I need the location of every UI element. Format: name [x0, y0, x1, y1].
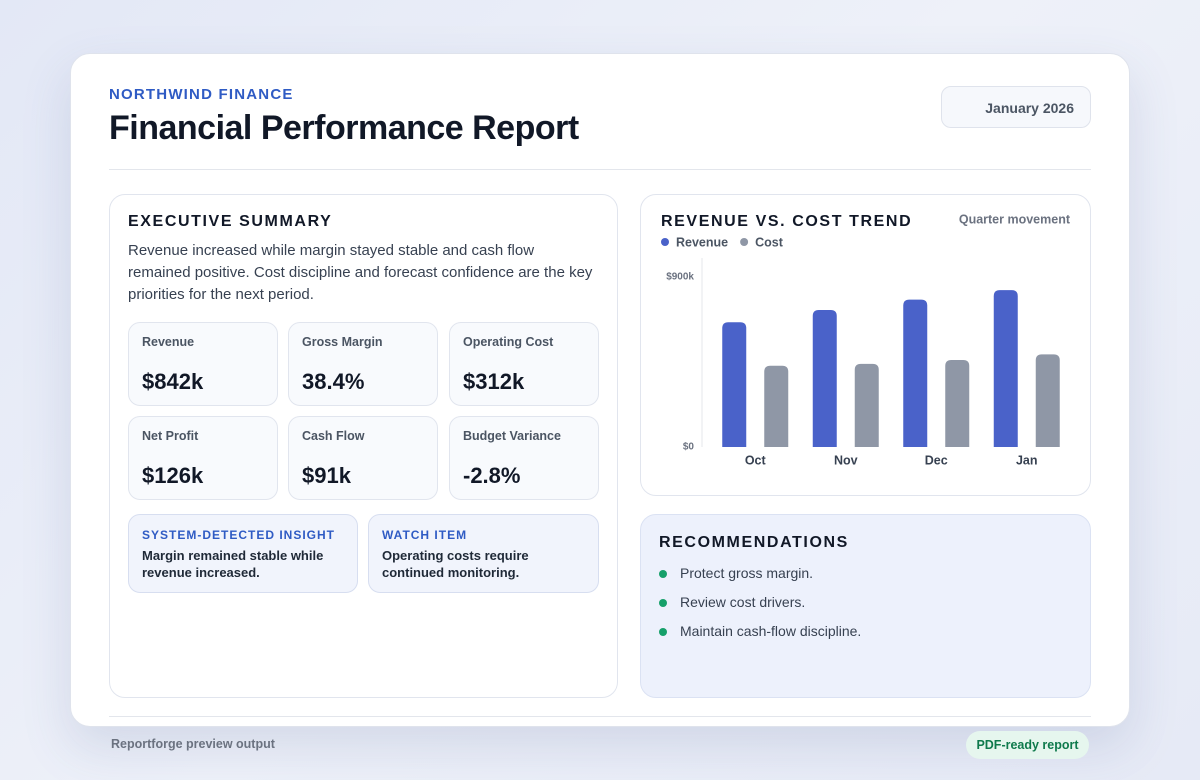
report-title: Financial Performance Report: [109, 109, 579, 147]
divider: [109, 716, 1091, 717]
bar: [903, 299, 928, 447]
legend-label: Cost: [755, 235, 784, 249]
bullet: [659, 628, 667, 636]
kpi-label: Net Profit: [142, 429, 199, 443]
recommendations-panel: [640, 514, 1091, 698]
kpi-card: Operating Cost $312k: [449, 322, 599, 406]
bar: [1035, 354, 1060, 447]
kpi-label: Revenue: [142, 335, 195, 349]
period-pill: January 2026: [941, 86, 1091, 128]
insight-card: WATCH ITEM Operating costs require contin…: [368, 514, 599, 593]
bullet: [659, 570, 667, 578]
bar: [722, 322, 747, 447]
recommendation-item: Maintain cash-flow discipline.: [680, 623, 862, 639]
recommendation-item: Protect gross margin.: [680, 565, 814, 581]
x-tick-label: Jan: [1016, 453, 1038, 467]
kpi-value: -2.8%: [463, 463, 521, 488]
kpi-value: $91k: [302, 463, 351, 488]
kpi-value: $126k: [142, 463, 204, 488]
x-tick-label: Dec: [925, 453, 948, 467]
recommendation-item: Review cost drivers.: [680, 594, 806, 610]
divider: [109, 169, 1091, 170]
legend-swatch: [661, 238, 669, 246]
bar: [812, 309, 837, 447]
y-tick-label: $900k: [666, 272, 694, 283]
kpi-label: Cash Flow: [302, 429, 365, 443]
kpi-card: Net Profit $126k: [128, 416, 278, 500]
x-tick-label: Nov: [834, 453, 858, 467]
bullet: [659, 599, 667, 607]
chart-title: REVENUE VS. COST TREND: [661, 213, 912, 230]
kpi-value: $842k: [142, 369, 204, 394]
kpi-value: $312k: [463, 369, 525, 394]
insight-text: Operating costs require continued monito…: [382, 548, 529, 580]
kpi-card: Gross Margin 38.4%: [288, 322, 438, 406]
kpi-label: Operating Cost: [463, 335, 554, 349]
kpi-value: 38.4%: [302, 369, 365, 394]
y-tick-label: $0: [683, 442, 695, 453]
insight-label: SYSTEM-DETECTED INSIGHT: [142, 528, 336, 542]
summary-text: Revenue increased while margin stayed st…: [128, 242, 593, 303]
recommendations-heading: RECOMMENDATIONS: [659, 534, 849, 551]
bar: [945, 360, 970, 447]
footer-badge: PDF-ready report: [966, 731, 1089, 759]
brand: NORTHWIND FINANCE: [109, 86, 294, 103]
kpi-card: Revenue $842k: [128, 322, 278, 406]
legend-label: Revenue: [676, 235, 728, 249]
kpi-label: Gross Margin: [302, 335, 383, 349]
insight-label: WATCH ITEM: [382, 528, 468, 542]
chart: REVENUE VS. COST TREND Quarter movement …: [661, 212, 1071, 467]
kpi-label: Budget Variance: [463, 429, 561, 443]
bar: [764, 365, 789, 447]
kpi-card: Cash Flow $91k: [288, 416, 438, 500]
x-tick-label: Oct: [745, 453, 767, 467]
footer-source: Reportforge preview output: [111, 737, 275, 751]
bar: [854, 363, 879, 447]
chart-subtitle: Quarter movement: [959, 212, 1071, 226]
summary-heading: EXECUTIVE SUMMARY: [128, 213, 333, 230]
bar: [993, 290, 1018, 447]
kpi-card: Budget Variance -2.8%: [449, 416, 599, 500]
legend-swatch: [740, 238, 749, 246]
insight-text: Margin remained stable while revenue inc…: [142, 548, 324, 580]
insight-card: SYSTEM-DETECTED INSIGHT Margin remained s…: [128, 514, 358, 593]
